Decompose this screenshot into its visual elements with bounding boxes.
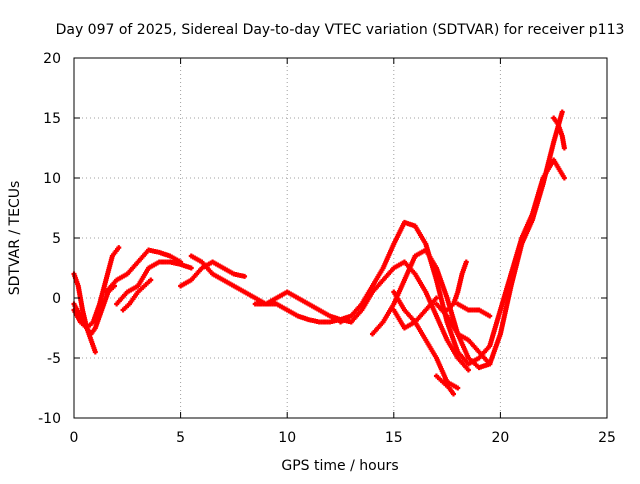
data-point <box>242 273 248 279</box>
x-tick-label: 20 <box>491 430 509 446</box>
y-tick-label: 0 <box>52 291 61 307</box>
series-arc-18 <box>455 301 493 319</box>
series-arc-5 <box>114 259 194 307</box>
x-axis-label: GPS time / hours <box>281 458 398 474</box>
y-tick-label: -10 <box>38 411 61 427</box>
grid-lines <box>74 58 607 418</box>
x-tick-label: 5 <box>176 430 185 446</box>
x-tick-label: 25 <box>598 430 616 446</box>
series-arc-12 <box>348 259 471 373</box>
data-point <box>148 277 154 283</box>
data-point <box>487 313 493 319</box>
series-arc-16 <box>433 301 493 367</box>
data-point <box>559 109 565 115</box>
series-arc-20 <box>551 115 567 151</box>
series-arc-6 <box>120 277 154 313</box>
series-arc-13 <box>369 109 565 371</box>
series-arc-3 <box>71 283 118 337</box>
data-point <box>561 175 567 181</box>
data-point <box>116 245 122 251</box>
data-point <box>455 385 461 391</box>
x-tick-label: 10 <box>278 430 296 446</box>
data-point <box>487 361 493 367</box>
data-point <box>433 295 439 301</box>
y-tick-label: -5 <box>47 351 61 367</box>
series-arc-19 <box>433 373 456 397</box>
y-tick-label: 5 <box>52 231 61 247</box>
y-tick-label: 15 <box>43 111 61 127</box>
y-tick-label: 20 <box>43 51 61 67</box>
data-point <box>450 391 456 397</box>
x-tick-label: 0 <box>70 430 79 446</box>
series-arc-7 <box>178 259 248 289</box>
y-axis-label: SDTVAR / TECUs <box>7 181 23 296</box>
axis-ticks <box>73 57 608 419</box>
series-arc-9 <box>242 289 354 325</box>
chart-title: Day 097 of 2025, Sidereal Day-to-day VTE… <box>56 22 625 38</box>
tick-labels: 0 5 10 15 20 25 -10 -5 0 5 10 15 20 <box>38 51 616 446</box>
series-arc-17 <box>444 259 469 313</box>
data-series-group <box>71 109 567 397</box>
data-point <box>561 145 567 151</box>
series-arc-14 <box>391 289 461 391</box>
data-point <box>188 265 194 271</box>
data-point <box>465 367 471 373</box>
data-point <box>463 259 469 265</box>
x-tick-label: 15 <box>385 430 403 446</box>
series-arc-15 <box>391 295 439 331</box>
y-tick-label: 10 <box>43 171 61 187</box>
data-point <box>92 349 98 355</box>
